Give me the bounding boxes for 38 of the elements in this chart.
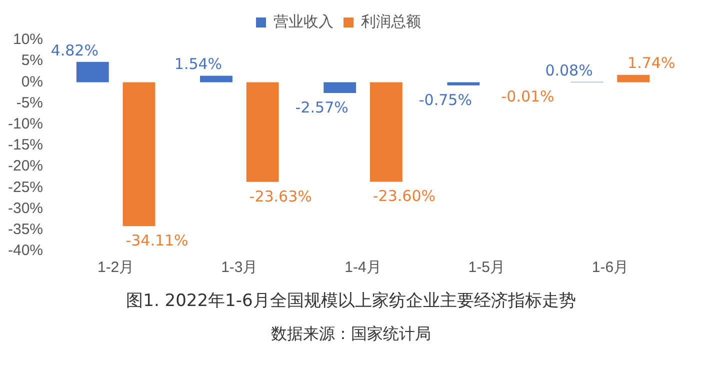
- data-label: 1.74%: [628, 54, 676, 72]
- x-tick-label: 1-3月: [221, 259, 258, 276]
- data-label: -0.75%: [418, 90, 472, 109]
- bar: [200, 76, 232, 82]
- bar: [122, 82, 156, 226]
- y-tick-label: 5%: [21, 52, 44, 70]
- data-label: 1.54%: [174, 55, 222, 74]
- data-label: -0.01%: [501, 88, 554, 106]
- bar: [617, 74, 650, 82]
- data-label: 0.08%: [545, 61, 593, 80]
- bar: [447, 82, 480, 86]
- data-label: 4.82%: [50, 41, 98, 60]
- y-tick-label: -15%: [8, 136, 44, 154]
- source-note: 数据来源：国家统计局: [270, 324, 432, 345]
- data-label: -2.57%: [295, 98, 348, 116]
- text: 图1. 2022年1-6月全国规模以上家纺企业主要经济指标走势: [125, 290, 577, 312]
- y-tick-label: -35%: [8, 221, 44, 238]
- y-tick-label: -20%: [8, 158, 44, 175]
- bar: [246, 82, 279, 182]
- data-label: -23.60%: [372, 187, 436, 206]
- bar: [324, 82, 356, 94]
- data-label: -34.11%: [126, 232, 188, 250]
- y-tick-label: -40%: [8, 242, 44, 260]
- x-tick-label: 1-4月: [344, 259, 382, 276]
- y-tick-label: 0%: [21, 73, 44, 90]
- y-tick-label: -10%: [8, 116, 44, 133]
- y-tick-label: 10%: [12, 31, 44, 48]
- bar: [76, 62, 109, 82]
- legend-label: 利润总额: [361, 14, 421, 31]
- x-tick-label: 1-2月: [97, 259, 134, 276]
- bar: [370, 82, 402, 182]
- x-tick-label: 1-6月: [592, 259, 629, 276]
- y-tick-label: -25%: [8, 178, 44, 196]
- x-tick-label: 1-5月: [468, 259, 505, 276]
- data-label: -23.63%: [249, 187, 312, 206]
- legend-label: 营业收入: [274, 14, 334, 31]
- y-tick-label: -5%: [16, 94, 44, 112]
- y-tick-label: -30%: [8, 200, 44, 217]
